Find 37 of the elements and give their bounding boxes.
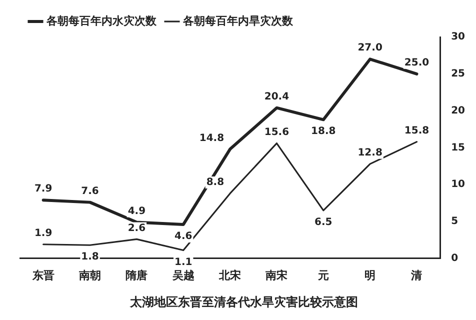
y-tick-label: 25 <box>451 68 466 80</box>
y-tick-label: 0 <box>451 252 458 264</box>
data-label: 15.8 <box>404 125 430 136</box>
data-label: 20.4 <box>264 91 290 102</box>
data-label: 1.8 <box>81 252 99 263</box>
legend-label: 各朝每百年内水灾次数 <box>46 14 158 28</box>
data-label: 12.8 <box>358 148 382 159</box>
data-label: 2.6 <box>128 222 146 234</box>
x-tick-label: 南宋 <box>264 268 288 282</box>
data-label: 1.1 <box>174 256 192 268</box>
y-tick-label: 15 <box>451 142 466 154</box>
y-tick-label: 5 <box>451 216 458 228</box>
data-label: 4.9 <box>128 206 146 217</box>
data-label: 4.6 <box>174 231 192 242</box>
x-tick-label: 北宋 <box>218 268 242 282</box>
x-tick-label: 清 <box>410 268 422 282</box>
x-tick-label: 元 <box>316 268 329 282</box>
x-tick-label: 隋唐 <box>126 268 148 282</box>
data-label: 25.0 <box>404 57 430 68</box>
data-label: 18.8 <box>311 126 336 138</box>
text: 太湖地区东晋至清各代水旱灾害比较示意图 <box>129 294 358 309</box>
x-tick-label: 南朝 <box>78 268 102 282</box>
data-label: 7.9 <box>34 184 52 195</box>
x-tick-label: 东晋 <box>31 268 54 282</box>
x-tick-label: 明 <box>364 268 376 282</box>
y-tick-label: 30 <box>451 32 466 43</box>
data-label: 27.0 <box>358 42 382 54</box>
y-tick-label: 20 <box>451 105 466 116</box>
data-label: 6.5 <box>314 217 332 228</box>
y-tick-label: 10 <box>451 179 466 190</box>
x-tick-label: 吴越 <box>171 268 194 282</box>
data-label: 7.6 <box>81 186 99 197</box>
data-label: 15.6 <box>264 126 290 138</box>
legend-label: 各朝每百年内旱灾次数 <box>182 14 294 28</box>
data-label: 14.8 <box>199 132 224 144</box>
data-label: 8.8 <box>206 177 224 188</box>
data-label: 1.9 <box>34 228 52 239</box>
